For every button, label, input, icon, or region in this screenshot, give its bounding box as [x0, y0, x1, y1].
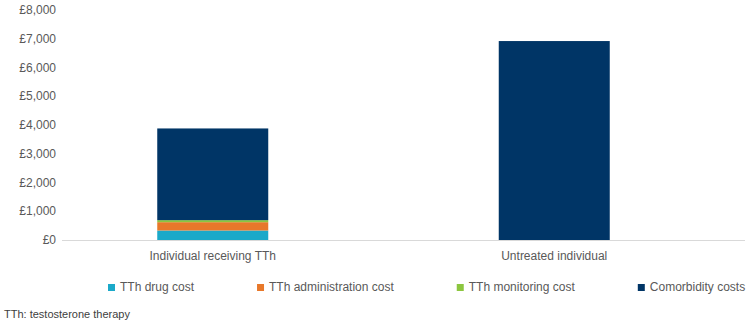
y-tick: [59, 182, 62, 183]
y-tick: [59, 10, 62, 11]
y-tick-label: £0: [43, 233, 57, 247]
y-tick-label: £5,000: [19, 89, 56, 103]
y-tick-label: £4,000: [19, 118, 56, 132]
y-tick-label: £8,000: [19, 3, 56, 17]
x-tick-label: Untreated individual: [501, 249, 607, 263]
legend-label: Comorbidity costs: [650, 280, 745, 294]
y-tick-label: £1,000: [19, 204, 56, 218]
y-tick: [59, 240, 62, 241]
x-tick-label: Individual receiving TTh: [149, 249, 276, 263]
bar-segment: [157, 128, 268, 220]
y-tick-label: £7,000: [19, 32, 56, 46]
legend-swatch: [257, 284, 264, 291]
bars: [157, 41, 610, 240]
footnote: TTh: testosterone therapy: [4, 308, 130, 320]
y-tick: [59, 96, 62, 97]
y-tick-label: £2,000: [19, 176, 56, 190]
y-tick: [59, 153, 62, 154]
y-tick: [59, 38, 62, 39]
bar-segment: [157, 220, 268, 222]
legend-label: TTh monitoring cost: [469, 280, 576, 294]
y-tick-label: £6,000: [19, 61, 56, 75]
bar-segment: [157, 231, 268, 240]
y-tick: [59, 211, 62, 212]
y-tick-label: £3,000: [19, 147, 56, 161]
y-tick: [59, 67, 62, 68]
legend-label: TTh drug cost: [120, 280, 195, 294]
y-tick: [59, 125, 62, 126]
x-axis-line: [62, 240, 745, 241]
legend-swatch: [638, 284, 645, 291]
legend-label: TTh administration cost: [269, 280, 394, 294]
chart: £0 £1,000 £2,000 £3,000 £4,000 £5,000 £6,000 £7…: [0, 0, 750, 327]
legend-swatch: [108, 284, 115, 291]
bar-segment: [157, 222, 268, 230]
bar-segment: [499, 41, 610, 240]
legend-swatch: [457, 284, 464, 291]
